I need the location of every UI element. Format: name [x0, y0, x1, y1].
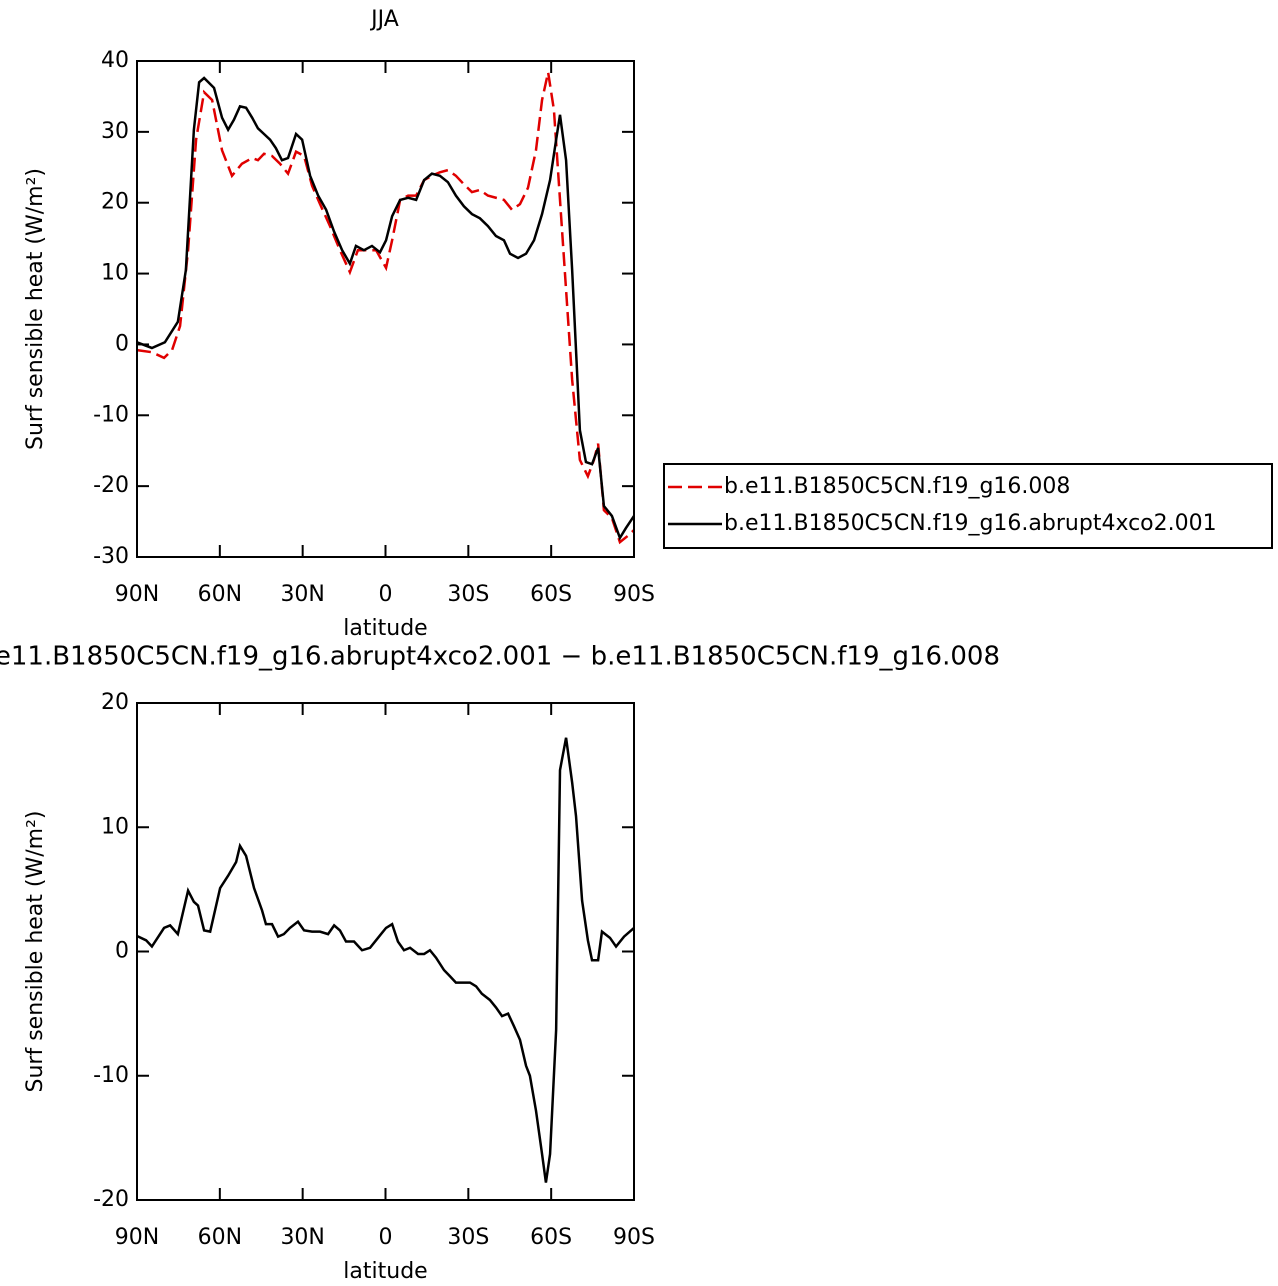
y-tick-label: -20	[93, 1187, 129, 1212]
data-line	[136, 737, 635, 1183]
x-tick-label: 60N	[198, 582, 242, 607]
x-tick-label: 30N	[280, 582, 324, 607]
legend-label: b.e11.B1850C5CN.f19_g16.abrupt4xco2.001	[724, 511, 1217, 536]
y-tick-label: -20	[93, 473, 129, 498]
x-tick-label: 0	[379, 1225, 393, 1250]
x-tick-label: 60S	[530, 582, 572, 607]
y-axis-label: Surf sensible heat (W/m²)	[23, 811, 48, 1093]
x-axis-label: latitude	[343, 616, 427, 641]
chart-title: JJA	[369, 7, 399, 32]
y-tick-label: -10	[93, 402, 129, 427]
y-tick-label: 20	[101, 690, 129, 715]
y-tick-label: 0	[115, 939, 129, 964]
x-tick-label: 60N	[198, 1225, 242, 1250]
y-tick-label: 0	[115, 331, 129, 356]
x-tick-label: 90N	[115, 582, 159, 607]
y-tick-label: 40	[101, 48, 129, 73]
chart-title: b.e11.B1850C5CN.f19_g16.abrupt4xco2.001 …	[0, 642, 1000, 672]
x-tick-label: 90N	[115, 1225, 159, 1250]
y-tick-label: 10	[101, 814, 129, 839]
y-tick-label: -10	[93, 1063, 129, 1088]
data-line	[136, 72, 635, 545]
x-axis-label: latitude	[343, 1259, 427, 1284]
x-tick-label: 60S	[530, 1225, 572, 1250]
y-tick-label: -30	[93, 544, 129, 569]
y-tick-label: 20	[101, 190, 129, 215]
legend-box	[663, 463, 1273, 549]
x-tick-label: 90S	[613, 582, 655, 607]
x-tick-label: 30S	[447, 1225, 489, 1250]
x-tick-label: 0	[379, 582, 393, 607]
plot-frame	[136, 702, 635, 1201]
x-tick-label: 90S	[613, 1225, 655, 1250]
legend-label: b.e11.B1850C5CN.f19_g16.008	[724, 474, 1070, 499]
y-axis-label: Surf sensible heat (W/m²)	[23, 168, 48, 450]
y-tick-label: 30	[101, 119, 129, 144]
x-tick-label: 30S	[447, 582, 489, 607]
x-tick-label: 30N	[280, 1225, 324, 1250]
plot-frame	[136, 60, 635, 558]
data-line	[136, 76, 636, 541]
y-tick-label: 10	[101, 261, 129, 286]
